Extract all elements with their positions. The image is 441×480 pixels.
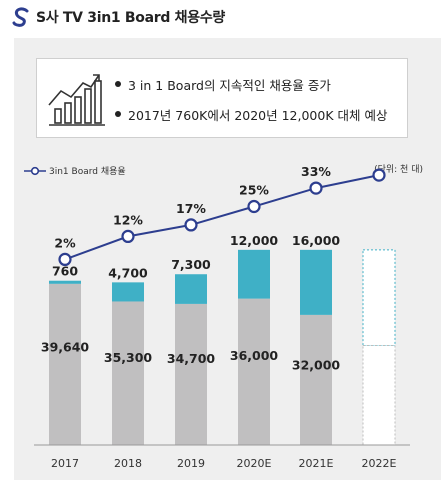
x-tick-label: 2018 xyxy=(114,457,142,470)
bar-label-3in1: 16,000 xyxy=(292,233,341,248)
bar-segment-base xyxy=(238,298,270,445)
bar-segment-3in1 xyxy=(112,282,144,302)
x-tick-label: 2021E xyxy=(299,457,334,470)
rate-line xyxy=(64,174,380,261)
projected-bar-top xyxy=(362,249,396,346)
bullet-dot xyxy=(115,81,121,87)
rate-label: 17% xyxy=(176,201,206,216)
x-tick-label: 2017 xyxy=(51,457,79,470)
bar-segment-3in1 xyxy=(175,274,207,304)
summary-bullet-1: 3 in 1 Board의 지속적인 채용율 증가 xyxy=(115,69,387,99)
projected-bar-bottom xyxy=(362,344,396,446)
summary-bullet-text: 2017년 760K에서 2020년 12,000K 대체 예상 xyxy=(128,107,388,123)
bar-segment-base xyxy=(112,301,144,445)
bar-segment-3in1 xyxy=(238,249,270,299)
rate-point xyxy=(58,252,72,266)
bar-label-base: 39,640 xyxy=(41,340,90,355)
rate-label: 2% xyxy=(54,235,76,250)
rate-point xyxy=(309,181,323,195)
bar-segment-3in1 xyxy=(49,280,81,284)
bar-label-3in1: 12,000 xyxy=(230,233,279,248)
rate-point xyxy=(247,199,261,214)
rate-label: 12% xyxy=(113,212,143,227)
bar-segment-3in1 xyxy=(300,249,332,315)
rate-point xyxy=(121,229,135,243)
x-tick-label: 2022E xyxy=(362,457,397,470)
summary-bullets: 3 in 1 Board의 지속적인 채용율 증가 2017년 760K에서 2… xyxy=(115,69,387,129)
bar-label-base: 34,700 xyxy=(167,351,216,366)
rate-label: 25% xyxy=(239,183,269,198)
bar-label-3in1: 760 xyxy=(52,264,78,279)
bar-label-base: 32,000 xyxy=(292,358,341,373)
unit-label: (단위: 천 대) xyxy=(374,165,423,175)
legend-line-marker xyxy=(24,166,46,175)
growth-chart-icon xyxy=(48,74,105,126)
bar-label-base: 35,300 xyxy=(104,350,153,365)
bar-segment-base xyxy=(300,314,332,445)
page-title: S사 TV 3in1 Board 채용수량 xyxy=(36,10,225,26)
bar-label-base: 36,000 xyxy=(230,348,279,363)
summary-bullet-text: 3 in 1 Board의 지속적인 채용율 증가 xyxy=(128,77,331,93)
rate-label: 33% xyxy=(301,164,331,179)
summary-bullet-2: 2017년 760K에서 2020년 12,000K 대체 예상 xyxy=(115,99,387,129)
legend-label: 3in1 Board 채용율 xyxy=(49,167,126,177)
summary-box: 3 in 1 Board의 지속적인 채용율 증가 2017년 760K에서 2… xyxy=(36,58,408,138)
bar-label-3in1: 7,300 xyxy=(171,257,211,272)
bar-segment-base xyxy=(175,303,207,445)
x-tick-label: 2019 xyxy=(177,457,205,470)
rate-point xyxy=(372,168,386,182)
s-logo-icon xyxy=(12,7,29,27)
rate-point xyxy=(184,218,198,232)
header: S사 TV 3in1 Board 채용수량 xyxy=(10,4,225,30)
bar-label-3in1: 4,700 xyxy=(108,265,148,280)
bullet-dot xyxy=(115,111,121,117)
bar-segment-base xyxy=(49,283,81,445)
legend: 3in1 Board 채용율 xyxy=(24,164,126,177)
x-tick-label: 2020E xyxy=(237,457,272,470)
